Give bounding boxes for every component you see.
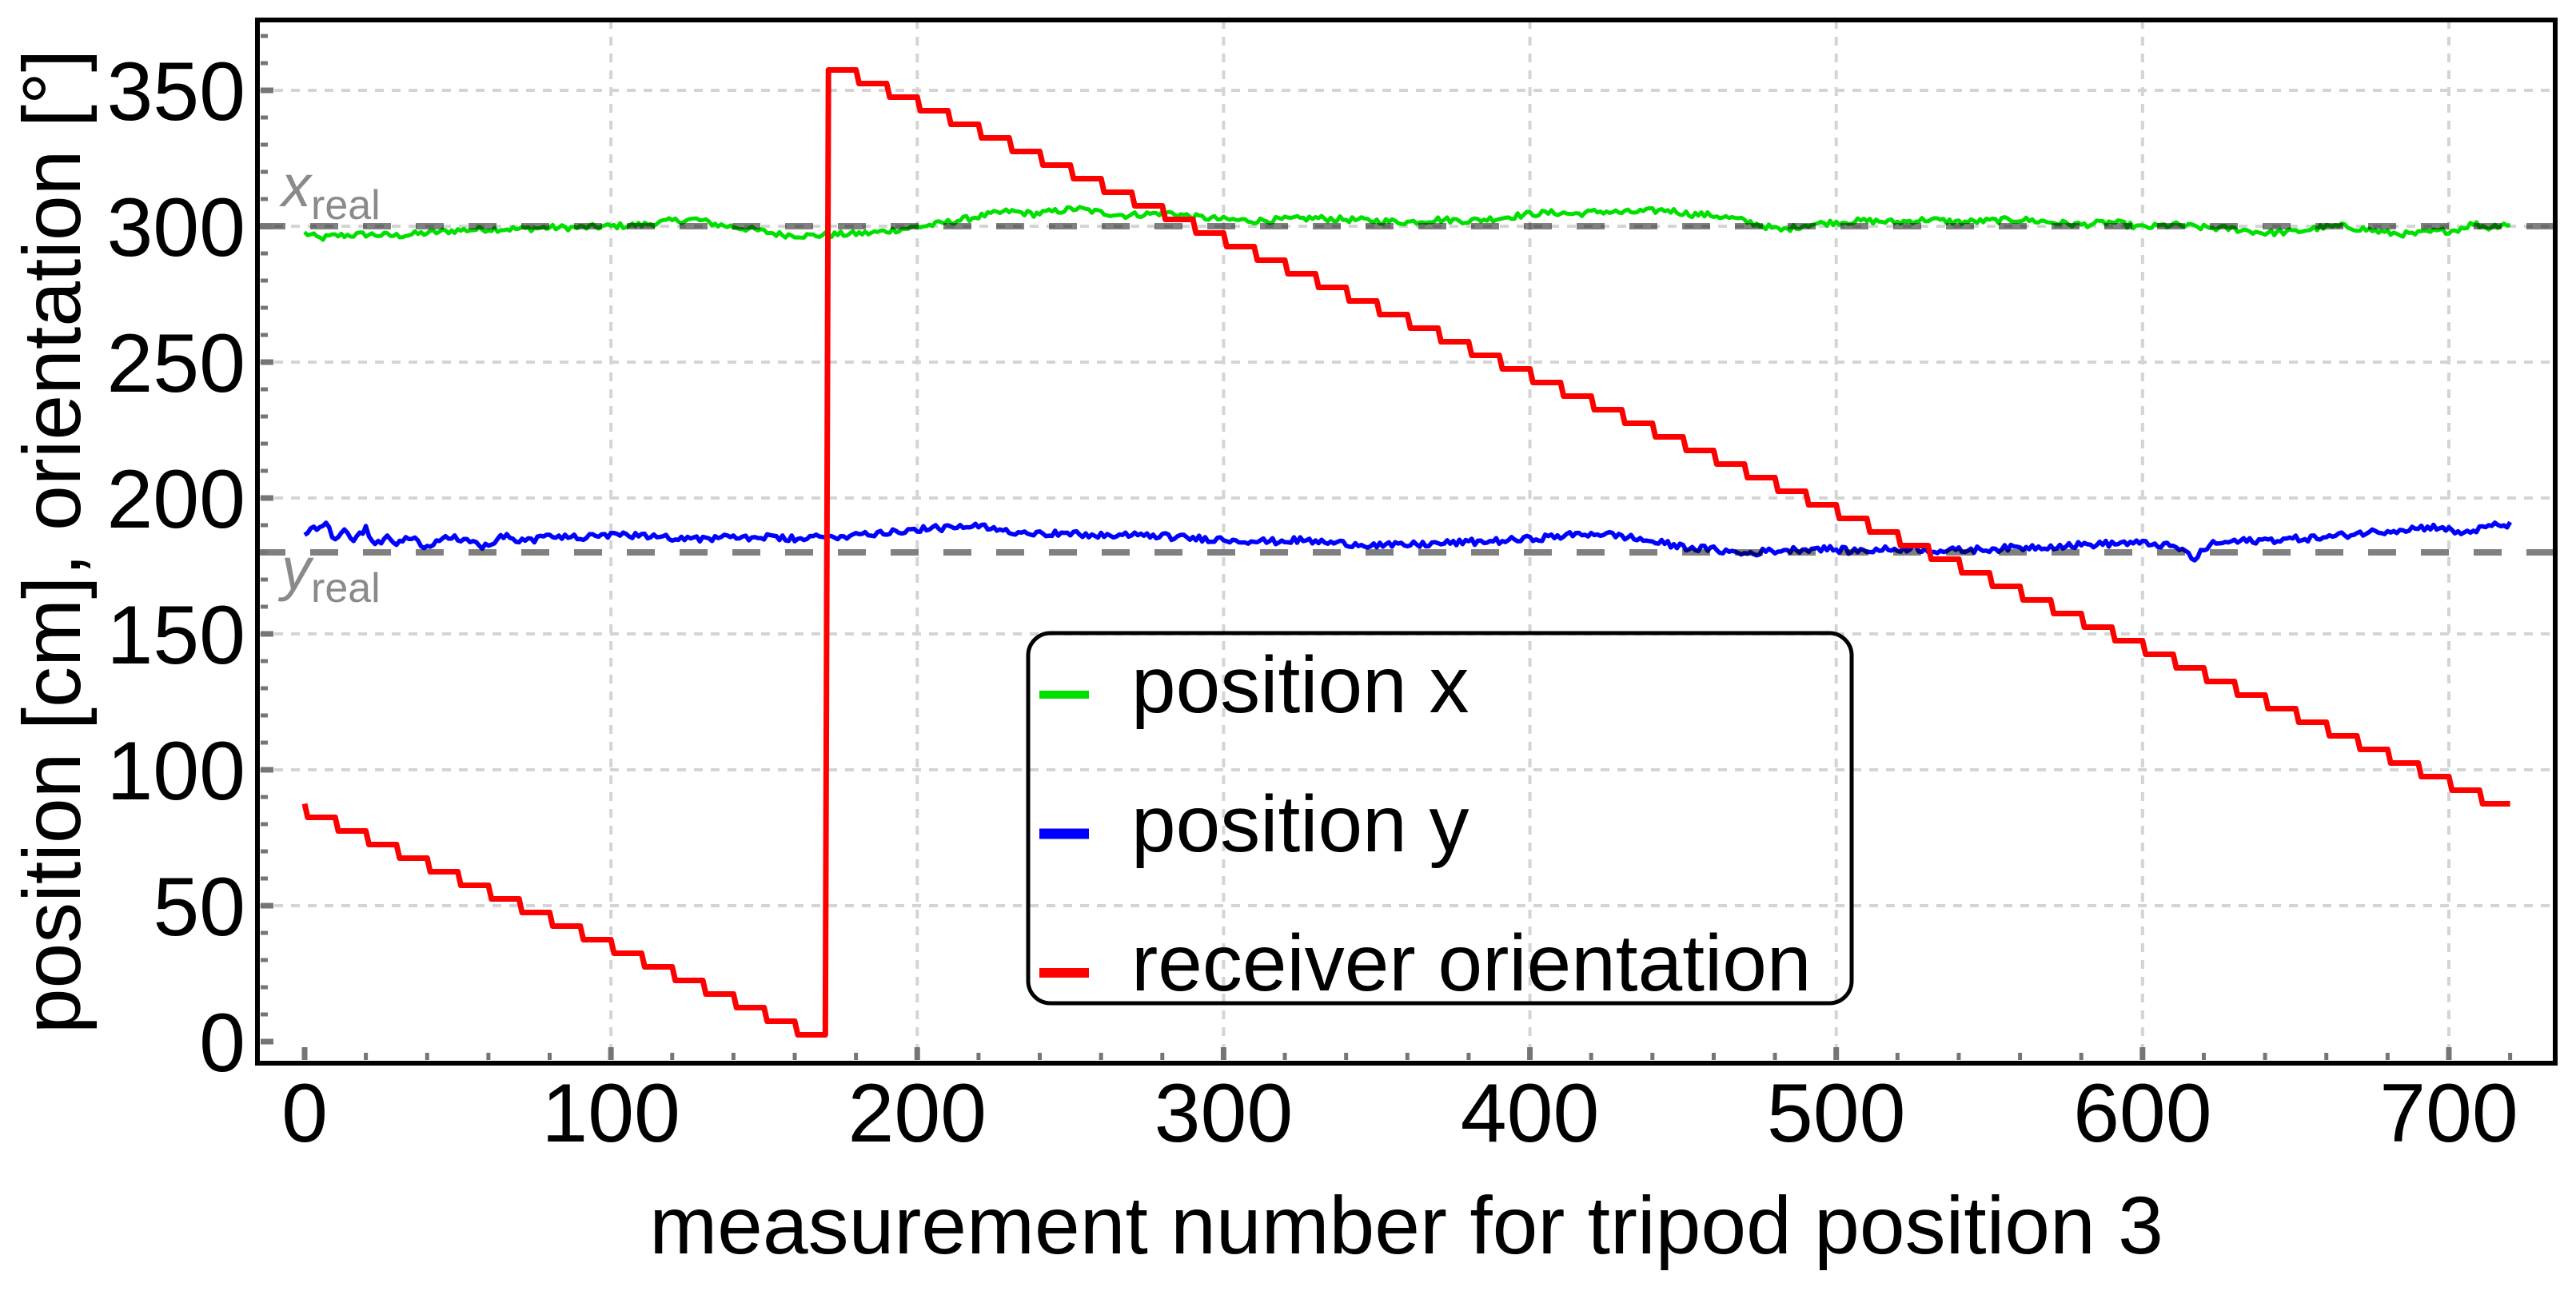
x-tick-label-700: 700 bbox=[2379, 1067, 2518, 1160]
y-tick-label-300: 300 bbox=[106, 181, 245, 274]
series-group bbox=[301, 67, 2512, 1038]
y-tick-label-150: 150 bbox=[106, 589, 245, 682]
y-tick-label-200: 200 bbox=[106, 453, 245, 546]
legend-box bbox=[1026, 631, 1854, 1006]
tick-labels: 0 50 100 150 200 250 300 350 0 100 200 300 400 500 600… bbox=[106, 46, 2518, 1160]
y-tick-label-100: 100 bbox=[106, 725, 245, 818]
x-axis-label: measurement number for tripod position 3 bbox=[649, 1180, 2163, 1271]
x-tick-label-500: 500 bbox=[1767, 1067, 1906, 1160]
x-tick-label-100: 100 bbox=[541, 1067, 680, 1160]
x-tick-label-400: 400 bbox=[1461, 1067, 1600, 1160]
legend-label-position-y: position y bbox=[1131, 779, 1469, 869]
legend-label-position-x: position x bbox=[1131, 640, 1469, 730]
y-tick-label-250: 250 bbox=[106, 317, 245, 410]
x-tick-label-200: 200 bbox=[848, 1067, 987, 1160]
gridlines bbox=[257, 20, 2555, 1063]
y-tick-label-0: 0 bbox=[199, 997, 245, 1090]
x-tick-label-600: 600 bbox=[2073, 1067, 2212, 1160]
x-tick-label-0: 0 bbox=[281, 1067, 328, 1160]
reference-label-sub-y_real: real bbox=[311, 565, 381, 612]
series-receiver-orientation-line bbox=[301, 67, 2510, 1038]
axis-ticks bbox=[261, 34, 2513, 1060]
y-axis-label: position [cm], orientation [°] bbox=[6, 50, 98, 1034]
plot-frame bbox=[255, 18, 2558, 1066]
series-position-x-line bbox=[303, 205, 2511, 242]
y-tick-label-350: 350 bbox=[106, 46, 245, 138]
legend: position x position y receiver orientation bbox=[1026, 631, 1854, 1008]
legend-label-receiver-orientation: receiver orientation bbox=[1131, 918, 1811, 1008]
series-position-y-line bbox=[303, 520, 2512, 563]
y-tick-label-50: 50 bbox=[153, 861, 245, 954]
x-tick-label-300: 300 bbox=[1154, 1067, 1294, 1160]
reference-label-sub-x_real: real bbox=[311, 182, 381, 229]
